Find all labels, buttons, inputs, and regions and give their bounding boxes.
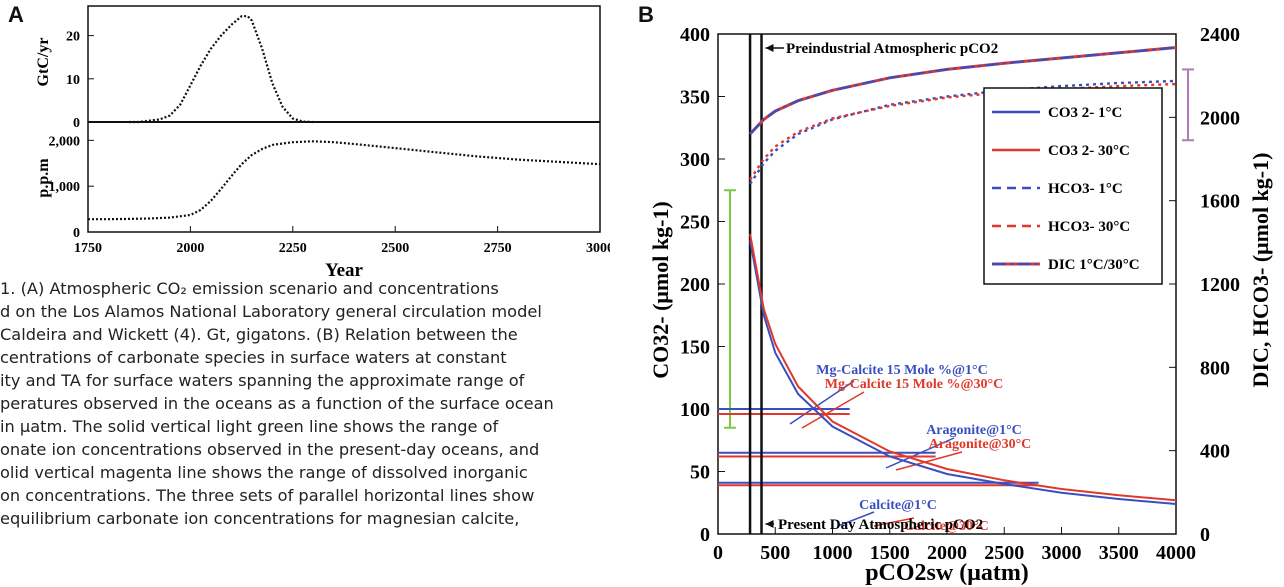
- present-label: Present Day Atmospheric pCO2: [778, 517, 983, 533]
- x-tick-label: 3000: [1042, 542, 1082, 564]
- legend-label: HCO3- 1°C: [1048, 181, 1123, 197]
- y-tick-label-left: 200: [680, 274, 710, 296]
- y-tick-label-left: 150: [680, 337, 710, 359]
- y-tick-label-bottom: 1,000: [49, 180, 81, 195]
- caption-line: 1. (A) Atmospheric CO₂ emission scenario…: [0, 277, 600, 300]
- caption-line: d on the Los Alamos National Laboratory …: [0, 300, 600, 323]
- present-arrowhead: [766, 520, 774, 528]
- y-tick-label-right: 0: [1200, 524, 1210, 546]
- y-tick-label-left: 300: [680, 149, 710, 171]
- x-tick-label: 1000: [813, 542, 853, 564]
- y-tick-label-left: 0: [700, 524, 710, 546]
- y-tick-label-right: 2000: [1200, 107, 1240, 129]
- y-axis-label-left: CO32- (μmol kg-1): [648, 201, 673, 378]
- caption-line: ity and TA for surface waters spanning t…: [0, 369, 600, 392]
- y-tick-label-bottom: 2,000: [49, 134, 81, 149]
- y-tick-label-right: 1600: [1200, 191, 1240, 213]
- caption-line: olid vertical magenta line shows the ran…: [0, 461, 600, 484]
- caption-line: in μatm. The solid vertical light green …: [0, 415, 600, 438]
- y-tick-label-bottom: 0: [73, 226, 80, 241]
- y-tick-label-right: 400: [1200, 441, 1230, 463]
- y-tick-label-left: 400: [680, 24, 710, 46]
- legend-label: HCO3- 30°C: [1048, 219, 1130, 235]
- x-tick-label: 0: [713, 542, 723, 564]
- x-tick-label: 4000: [1156, 542, 1196, 564]
- y-tick-label-left: 250: [680, 212, 710, 234]
- threshold-label: Aragonite@1°C: [926, 423, 1022, 438]
- threshold-label: Calcite@1°C: [859, 498, 937, 513]
- x-tick-label: 2500: [381, 241, 409, 256]
- y-tick-label-top: 10: [66, 73, 80, 88]
- y-tick-label-right: 1200: [1200, 274, 1240, 296]
- caption-line: on concentrations. The three sets of par…: [0, 484, 600, 507]
- caption-line: equilibrium carbonate ion concentrations…: [0, 507, 600, 530]
- caption-line: peratures observed in the oceans as a fu…: [0, 392, 600, 415]
- figure-caption: 1. (A) Atmospheric CO₂ emission scenario…: [0, 277, 600, 530]
- x-tick-label: 3500: [1099, 542, 1139, 564]
- x-tick-label: 2000: [176, 241, 204, 256]
- caption-line: onate ion concentrations observed in the…: [0, 438, 600, 461]
- x-tick-label: 3000: [586, 241, 610, 256]
- panel-b-chart: 0501001502002503003504000400800120016002…: [644, 0, 1284, 587]
- preindustrial-label: Preindustrial Atmospheric pCO2: [786, 41, 998, 57]
- x-tick-label: 500: [760, 542, 790, 564]
- x-axis-label: pCO2sw (μatm): [865, 560, 1029, 586]
- emission-series-line: [129, 16, 313, 122]
- y-tick-label-top: 20: [66, 30, 80, 45]
- panel-a-chart: 0 10 20 0 1,000 2,000 1750 2000 2250 2500 2750 3000…: [0, 0, 610, 285]
- caption-line: Caldeira and Wickett (4). Gt, gigatons. …: [0, 323, 600, 346]
- legend-label: DIC 1°C/30°C: [1048, 257, 1140, 273]
- panel-a-frame: [88, 6, 600, 232]
- y-axis-label-right: DIC, HCO3- (μmol kg-1): [1248, 153, 1273, 388]
- x-tick-label: 1750: [74, 241, 102, 256]
- x-tick-label: 2250: [279, 241, 307, 256]
- legend-label: CO3 2- 1°C: [1048, 105, 1122, 121]
- y-tick-label-right: 2400: [1200, 24, 1240, 46]
- threshold-label: Mg-Calcite 15 Mole %@1°C: [816, 363, 987, 378]
- threshold-label: Aragonite@30°C: [929, 437, 1032, 452]
- threshold-label: Mg-Calcite 15 Mole %@30°C: [825, 377, 1003, 392]
- y-axis-label-top: GtC/yr: [35, 38, 52, 87]
- y-tick-label-top: 0: [73, 116, 80, 131]
- y-tick-label-right: 800: [1200, 357, 1230, 379]
- y-tick-label-left: 50: [690, 462, 710, 484]
- y-axis-label-bottom: p.p.m: [35, 158, 52, 198]
- legend-label: CO3 2- 30°C: [1048, 143, 1130, 159]
- concentration-series-line: [88, 141, 600, 219]
- y-tick-label-left: 350: [680, 87, 710, 109]
- x-tick-label: 2750: [484, 241, 512, 256]
- y-tick-label-left: 100: [680, 399, 710, 421]
- preindustrial-arrowhead: [766, 44, 774, 52]
- caption-line: centrations of carbonate species in surf…: [0, 346, 600, 369]
